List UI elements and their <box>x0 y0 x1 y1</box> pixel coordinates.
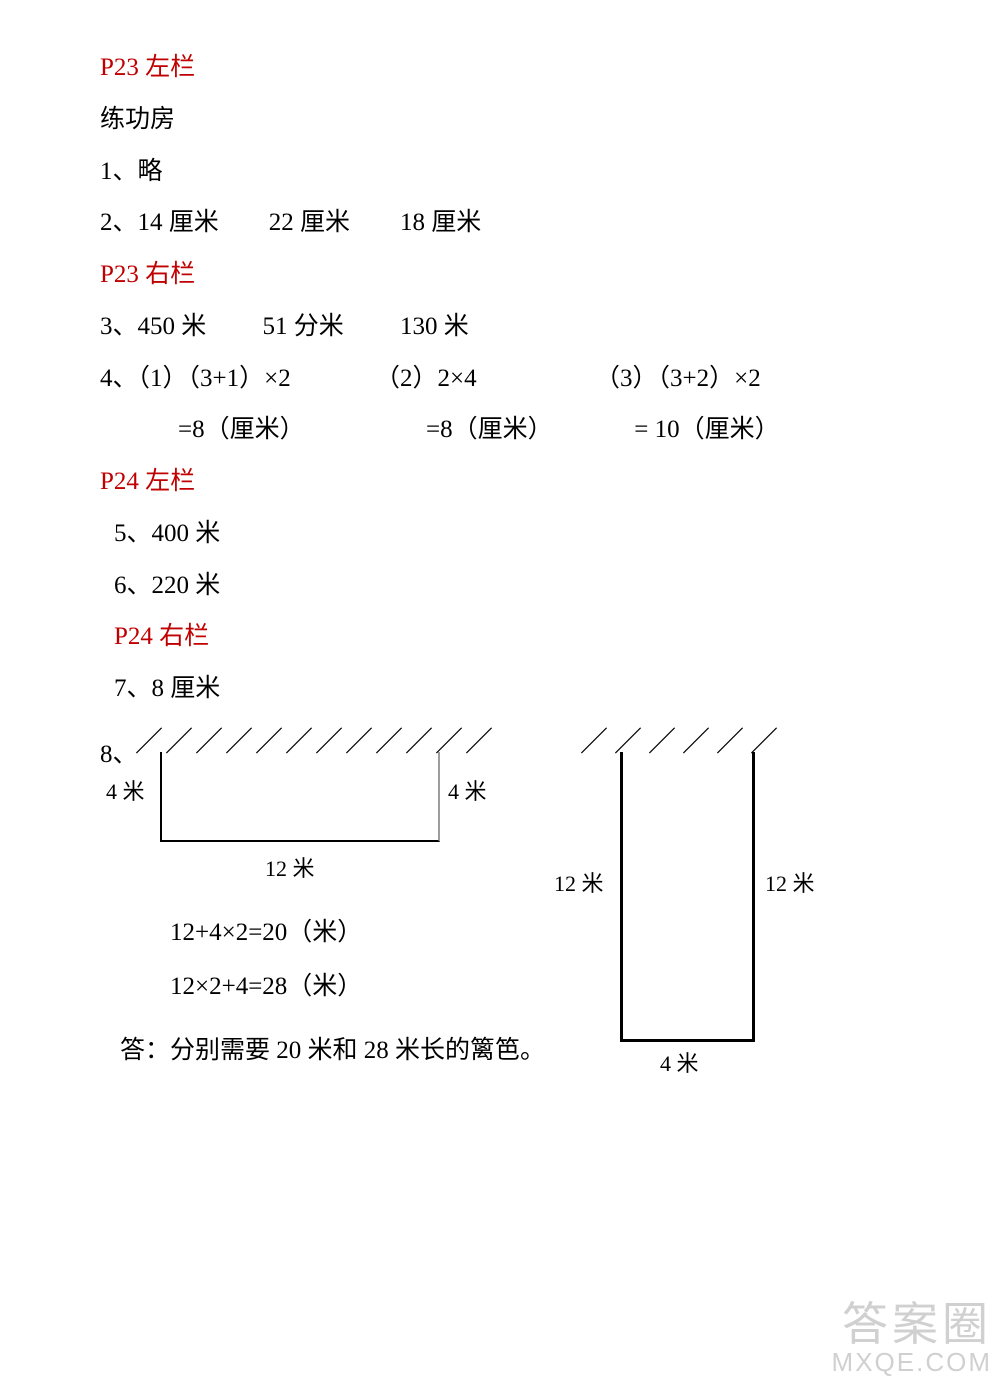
q8-label: 8、 <box>100 738 138 772</box>
q8-equations: 12+4×2=20（米） 12×2+4=28（米） <box>170 916 362 1024</box>
label-4m-bottom2: 4 米 <box>660 1049 699 1079</box>
q4-result3: = 10（厘米） <box>634 413 900 447</box>
watermark-title: 答案圈 <box>832 1302 992 1348</box>
eq2: 12×2+4=28（米） <box>170 970 362 1004</box>
q4-result1: =8（厘米） <box>100 413 426 447</box>
q8-answer-sentence: 答：分别需要 20 米和 28 米长的篱笆。 <box>120 1034 545 1068</box>
watermark: 答案圈 MXQE.COM <box>832 1302 992 1377</box>
watermark-url: MXQE.COM <box>832 1348 992 1377</box>
answer-q2: 2、14 厘米 22 厘米 18 厘米 <box>100 206 900 240</box>
answer-q4-expr: 4、（1）（3+1）×2 （2）2×4 （3）（3+2）×2 <box>100 362 900 396</box>
fence-rect-right <box>620 752 755 1042</box>
label-4m-right: 4 米 <box>448 777 487 807</box>
answer-q5: 5、400 米 <box>100 517 900 551</box>
q4-part3: （3）（3+2）×2 <box>595 362 895 396</box>
heading-p23-left: P23 左栏 <box>100 51 900 85</box>
label-4m-left: 4 米 <box>106 777 145 807</box>
answer-q8: 8、 ／／／／／／／／／／／／ 4 米 4 米 12 米 ／／／／／／ 12 米… <box>100 724 900 1094</box>
q4-result2: =8（厘米） <box>426 413 634 447</box>
eq1: 12+4×2=20（米） <box>170 916 362 950</box>
subheading-liangonfang: 练功房 <box>100 103 900 137</box>
label-12m-left2: 12 米 <box>554 869 604 899</box>
fence-rect-left <box>160 752 440 842</box>
document-body: P23 左栏 练功房 1、略 2、14 厘米 22 厘米 18 厘米 P23 右… <box>0 0 1000 1094</box>
label-12m-right2: 12 米 <box>765 869 815 899</box>
q4-part1: 4、（1）（3+1）×2 <box>100 362 375 396</box>
q4-part2: （2）2×4 <box>375 362 595 396</box>
answer-q3: 3、450 米 51 分米 130 米 <box>100 310 900 344</box>
answer-q6: 6、220 米 <box>100 569 900 603</box>
heading-p23-right: P23 右栏 <box>100 258 900 292</box>
answer-q4-results: =8（厘米） =8（厘米） = 10（厘米） <box>100 413 900 447</box>
label-12m-bottom: 12 米 <box>265 854 315 884</box>
heading-p24-left: P24 左栏 <box>100 465 900 499</box>
answer-q7: 7、8 厘米 <box>100 672 900 706</box>
answer-q1: 1、略 <box>100 155 900 189</box>
heading-p24-right: P24 右栏 <box>100 620 900 654</box>
